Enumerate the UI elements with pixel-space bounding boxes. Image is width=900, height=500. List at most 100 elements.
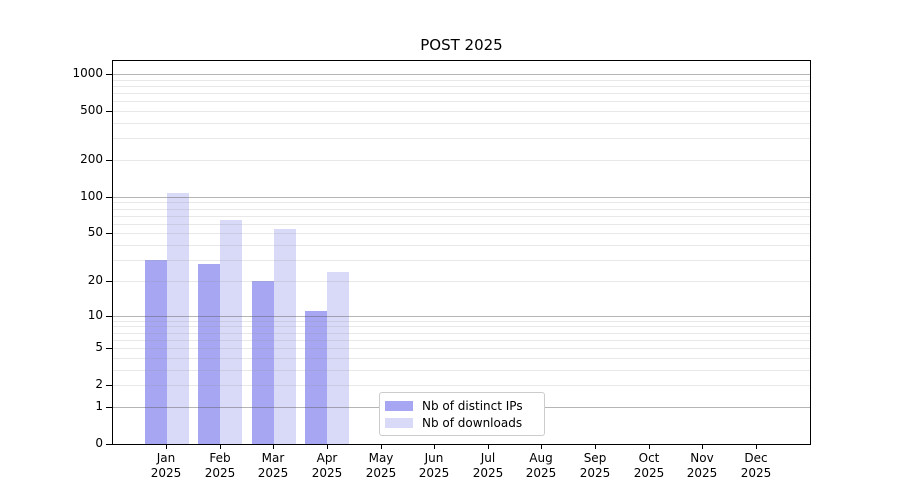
x-tick-month: Nov [690, 451, 714, 465]
legend-label-downloads: Nb of downloads [422, 415, 523, 430]
x-tick-month: Feb [209, 451, 231, 465]
y-tick-label: 20 [87, 273, 103, 287]
bar-downloads-mar [274, 229, 296, 444]
bar-distinct-ips-feb [198, 264, 220, 444]
x-tick-mark [756, 445, 757, 449]
gridline-minor [113, 160, 810, 161]
x-tick-label-jun: Jun 2025 [402, 451, 466, 481]
bar-distinct-ips-jan [145, 260, 167, 444]
gridline-minor [113, 233, 810, 234]
x-tick-mark [649, 445, 650, 449]
y-tick-mark [106, 407, 112, 408]
x-tick-month: Dec [744, 451, 768, 465]
x-tick-mark [273, 445, 274, 449]
gridline-minor [113, 86, 810, 87]
y-tick-label: 100 [80, 189, 103, 203]
x-tick-month: Jan [156, 451, 176, 465]
gridline-major [113, 197, 810, 198]
legend-label-distinct-ips: Nb of distinct IPs [422, 398, 523, 413]
y-tick-label: 500 [80, 103, 103, 117]
x-tick-mark [381, 445, 382, 449]
x-tick-year: 2025 [633, 466, 665, 480]
x-tick-year: 2025 [472, 466, 504, 480]
x-tick-month: Jun [424, 451, 444, 465]
x-tick-label-mar: Mar 2025 [241, 451, 305, 481]
y-tick-mark [106, 197, 112, 198]
gridline-minor [113, 245, 810, 246]
gridline-minor [113, 260, 810, 261]
bar-distinct-ips-mar [252, 281, 274, 444]
x-tick-label-dec: Dec 2025 [724, 451, 788, 481]
y-tick-label: 1 [95, 399, 103, 413]
x-tick-year: 2025 [525, 466, 557, 480]
y-tick-mark [106, 74, 112, 75]
x-tick-mark [327, 445, 328, 449]
y-tick-label: 1000 [72, 66, 103, 80]
x-tick-label-feb: Feb 2025 [188, 451, 252, 481]
x-tick-label-jul: Jul 2025 [456, 451, 520, 481]
gridline-minor [113, 111, 810, 112]
x-tick-label-aug: Aug 2025 [509, 451, 573, 481]
x-tick-month: Jul [480, 451, 496, 465]
chart-title: POST 2025 [420, 36, 503, 54]
legend-swatch-downloads-icon [385, 417, 413, 428]
gridline-minor [113, 93, 810, 94]
x-tick-year: 2025 [740, 466, 772, 480]
x-tick-label-apr: Apr 2025 [295, 451, 359, 481]
y-tick-mark [106, 160, 112, 161]
bar-downloads-apr [327, 272, 349, 444]
y-tick-label: 200 [80, 152, 103, 166]
x-tick-mark [220, 445, 221, 449]
x-tick-mark [434, 445, 435, 449]
y-tick-mark [106, 348, 112, 349]
gridline-minor [113, 216, 810, 217]
y-tick-label: 2 [95, 377, 103, 391]
x-tick-label-nov: Nov 2025 [670, 451, 734, 481]
x-tick-month: Mar [261, 451, 285, 465]
gridline-minor [113, 209, 810, 210]
gridline-minor [113, 202, 810, 203]
legend-item-distinct-ips: Nb of distinct IPs [385, 397, 538, 414]
x-tick-mark [488, 445, 489, 449]
y-tick-mark [106, 316, 112, 317]
bar-downloads-feb [220, 220, 242, 444]
gridline-minor [113, 123, 810, 124]
x-tick-year: 2025 [579, 466, 611, 480]
x-tick-label-may: May 2025 [349, 451, 413, 481]
x-tick-label-oct: Oct 2025 [617, 451, 681, 481]
x-tick-month: Aug [529, 451, 553, 465]
gridline-minor [113, 80, 810, 81]
x-tick-year: 2025 [418, 466, 450, 480]
y-tick-mark [106, 233, 112, 234]
x-tick-mark [595, 445, 596, 449]
x-tick-label-sep: Sep 2025 [563, 451, 627, 481]
y-tick-label: 10 [87, 308, 103, 322]
x-tick-mark [702, 445, 703, 449]
x-tick-month: Sep [583, 451, 607, 465]
y-tick-label: 50 [87, 225, 103, 239]
y-tick-mark [106, 281, 112, 282]
y-tick-mark [106, 111, 112, 112]
y-tick-mark [106, 444, 112, 445]
x-tick-month: Oct [638, 451, 660, 465]
x-tick-label-jan: Jan 2025 [134, 451, 198, 481]
y-tick-label: 5 [95, 340, 103, 354]
gridline-minor [113, 224, 810, 225]
x-tick-year: 2025 [365, 466, 397, 480]
gridline-minor [113, 138, 810, 139]
legend: Nb of distinct IPs Nb of downloads [379, 392, 545, 436]
legend-item-downloads: Nb of downloads [385, 414, 538, 431]
x-tick-year: 2025 [150, 466, 182, 480]
x-tick-year: 2025 [257, 466, 289, 480]
x-tick-year: 2025 [204, 466, 236, 480]
plot-area [112, 60, 811, 445]
bar-distinct-ips-apr [305, 311, 327, 444]
x-tick-mark [166, 445, 167, 449]
bar-downloads-jan [167, 193, 189, 444]
legend-swatch-distinct-ips-icon [385, 400, 413, 411]
y-tick-label: 0 [95, 436, 103, 450]
y-tick-mark [106, 385, 112, 386]
x-tick-month: Apr [316, 451, 338, 465]
x-tick-month: May [368, 451, 394, 465]
